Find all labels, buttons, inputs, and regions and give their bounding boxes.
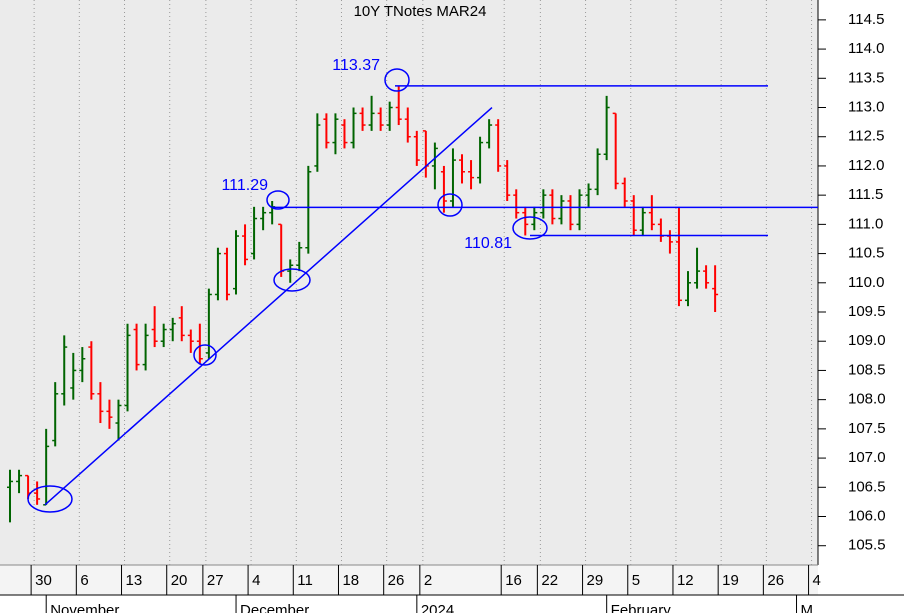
month-label: December bbox=[240, 602, 309, 613]
y-tick-label: 107.0 bbox=[848, 449, 886, 466]
y-tick-label: 105.5 bbox=[848, 537, 886, 554]
y-tick-label: 111.0 bbox=[848, 215, 883, 232]
date-strip bbox=[0, 565, 818, 595]
x-tick-label: 20 bbox=[171, 572, 188, 589]
x-tick-label: 27 bbox=[207, 572, 224, 589]
circle bbox=[437, 193, 463, 217]
circle bbox=[273, 268, 311, 292]
circle bbox=[384, 68, 410, 92]
x-tick-label: 26 bbox=[767, 572, 784, 589]
y-tick-label: 114.5 bbox=[848, 11, 884, 28]
y-tick-label: 110.0 bbox=[848, 274, 884, 291]
x-tick-label: 11 bbox=[297, 572, 313, 589]
x-tick-label: 29 bbox=[587, 572, 604, 589]
annotation-circles bbox=[27, 68, 548, 513]
x-tick-label: 4 bbox=[252, 572, 260, 589]
plot-background bbox=[0, 0, 818, 565]
price-level-label: 111.29 bbox=[221, 177, 268, 194]
y-tick-label: 109.5 bbox=[848, 303, 886, 320]
y-tick-label: 108.5 bbox=[848, 361, 886, 378]
x-tick-label: 6 bbox=[80, 572, 88, 589]
x-tick-label: 22 bbox=[541, 572, 558, 589]
y-tick-label: 110.5 bbox=[848, 245, 884, 262]
x-tick-label: 2 bbox=[424, 572, 432, 589]
y-tick-label: 106.5 bbox=[848, 478, 886, 495]
price-level-label: 113.37 bbox=[332, 57, 380, 74]
month-label: M bbox=[801, 602, 814, 613]
y-tick-label: 109.0 bbox=[848, 332, 886, 349]
x-tick-label: 5 bbox=[632, 572, 640, 589]
month-label: February bbox=[611, 602, 672, 613]
y-tick-label: 108.0 bbox=[848, 391, 886, 408]
y-tick-label: 112.5 bbox=[848, 128, 884, 145]
y-tick-label: 107.5 bbox=[848, 420, 886, 437]
x-tick-label: 30 bbox=[35, 572, 52, 589]
y-tick-label: 111.5 bbox=[848, 186, 883, 203]
x-tick-label: 4 bbox=[813, 572, 821, 589]
y-tick-label: 112.0 bbox=[848, 157, 884, 174]
month-label: 2024 bbox=[421, 602, 454, 613]
x-tick-label: 18 bbox=[342, 572, 359, 589]
x-tick-label: 12 bbox=[677, 572, 694, 589]
x-tick-label: 26 bbox=[388, 572, 405, 589]
trendline bbox=[44, 106, 493, 506]
y-tick-label: 106.0 bbox=[848, 507, 886, 524]
y-tick-label: 114.0 bbox=[848, 40, 884, 57]
y-tick-label: 113.0 bbox=[848, 98, 884, 115]
y-tick-label: 113.5 bbox=[848, 69, 884, 86]
chart-title: 10Y TNotes MAR24 bbox=[354, 3, 487, 20]
x-tick-label: 13 bbox=[126, 572, 143, 589]
circle bbox=[512, 216, 548, 240]
x-tick-label: 19 bbox=[722, 572, 739, 589]
circle bbox=[266, 190, 290, 210]
circle bbox=[27, 485, 73, 513]
circle bbox=[193, 344, 217, 366]
month-label: November bbox=[50, 602, 119, 613]
x-tick-label: 16 bbox=[505, 572, 522, 589]
price-level-label: 110.81 bbox=[464, 235, 512, 252]
